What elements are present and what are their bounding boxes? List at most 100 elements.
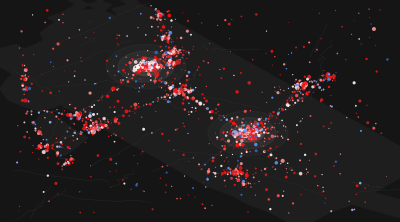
Point	[180, 49, 187, 52]
Point	[353, 193, 360, 196]
Point	[113, 133, 119, 137]
Point	[220, 130, 227, 134]
Point	[53, 182, 59, 185]
Point	[70, 161, 76, 165]
Point	[259, 90, 265, 94]
Point	[113, 162, 120, 165]
Point	[165, 61, 172, 64]
Point	[155, 64, 162, 68]
Point	[161, 36, 168, 39]
Point	[239, 184, 245, 188]
Point	[186, 52, 193, 56]
Point	[64, 160, 71, 163]
Point	[107, 88, 113, 92]
Point	[190, 89, 196, 93]
Point	[97, 128, 103, 131]
Point	[130, 73, 136, 77]
Point	[244, 168, 250, 172]
Point	[248, 122, 255, 126]
Point	[16, 205, 23, 208]
Point	[314, 48, 320, 52]
Point	[245, 210, 251, 214]
Point	[312, 174, 318, 178]
Point	[78, 59, 85, 63]
Point	[234, 164, 241, 167]
Point	[248, 137, 255, 140]
Point	[236, 178, 242, 181]
Point	[54, 152, 61, 155]
Point	[181, 125, 188, 128]
Point	[28, 112, 34, 116]
Point	[56, 145, 63, 149]
Point	[156, 79, 163, 82]
Point	[198, 103, 204, 106]
Point	[230, 171, 237, 174]
Point	[152, 57, 159, 61]
Point	[245, 133, 251, 136]
Point	[227, 168, 234, 171]
Point	[152, 55, 158, 59]
Point	[240, 127, 246, 130]
Point	[141, 58, 147, 62]
Point	[176, 87, 182, 91]
Point	[188, 86, 194, 90]
Point	[339, 25, 345, 29]
Point	[91, 126, 98, 129]
Point	[233, 171, 240, 175]
Point	[268, 153, 274, 157]
Point	[26, 86, 32, 90]
Point	[316, 86, 323, 89]
Point	[330, 77, 337, 80]
Point	[16, 46, 23, 50]
Point	[185, 90, 192, 93]
Point	[172, 91, 178, 95]
Point	[68, 117, 74, 120]
Point	[240, 128, 246, 131]
Point	[254, 133, 260, 136]
Point	[81, 127, 88, 130]
Point	[29, 120, 35, 124]
Point	[36, 144, 42, 148]
Point	[174, 93, 180, 97]
Point	[35, 131, 42, 135]
Point	[224, 172, 231, 176]
Point	[149, 64, 156, 67]
Point	[290, 90, 296, 94]
Point	[180, 102, 186, 105]
Point	[204, 107, 211, 110]
Point	[243, 182, 249, 186]
Point	[23, 87, 29, 91]
Point	[155, 10, 162, 13]
Point	[238, 15, 244, 18]
Point	[253, 136, 259, 139]
Point	[63, 158, 70, 161]
Point	[262, 122, 268, 125]
Point	[183, 83, 190, 87]
Point	[242, 134, 249, 137]
Point	[171, 61, 177, 65]
Point	[83, 117, 90, 120]
Point	[90, 125, 96, 128]
Point	[76, 113, 83, 117]
Point	[256, 134, 262, 137]
Point	[189, 106, 195, 109]
Point	[245, 132, 251, 135]
Point	[134, 70, 140, 73]
Point	[236, 126, 242, 130]
Point	[78, 111, 84, 114]
Point	[138, 66, 145, 69]
Point	[318, 37, 324, 40]
Point	[252, 193, 259, 197]
Point	[158, 29, 164, 32]
Point	[322, 201, 328, 205]
Point	[238, 154, 245, 158]
Point	[249, 137, 256, 141]
Point	[374, 70, 380, 73]
Point	[243, 135, 249, 139]
Point	[190, 88, 196, 92]
Point	[225, 172, 231, 176]
Point	[245, 131, 252, 135]
Point	[157, 14, 164, 18]
Point	[239, 120, 245, 124]
Point	[290, 85, 296, 88]
